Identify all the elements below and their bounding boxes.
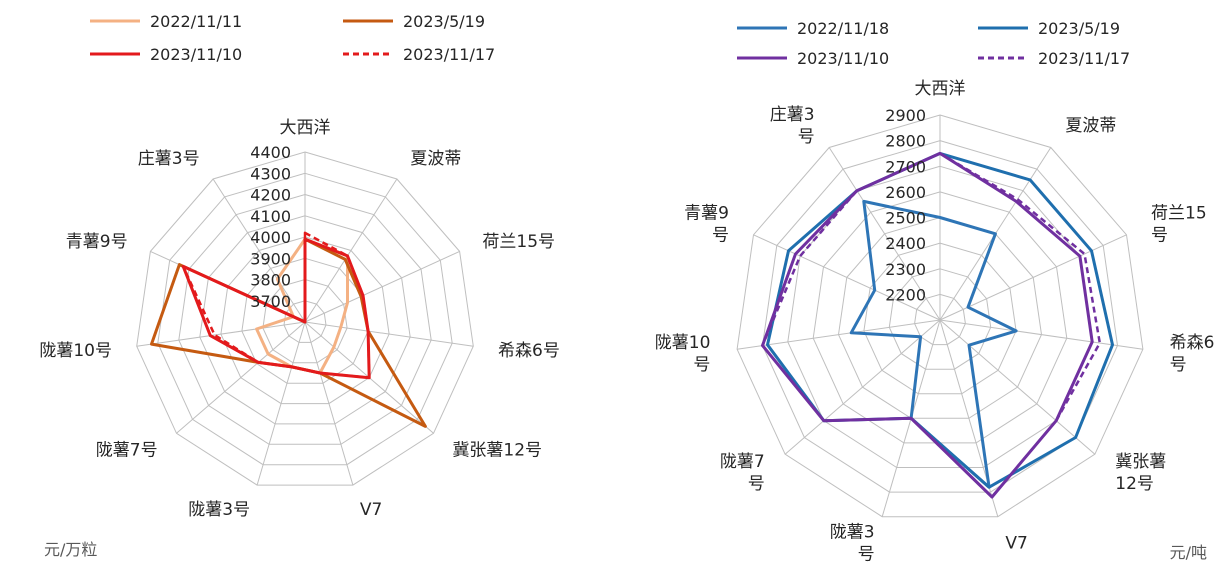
grid-ring bbox=[220, 236, 390, 405]
category-label: 陇薯7号 bbox=[96, 441, 158, 461]
tick-label: 2400 bbox=[885, 234, 926, 253]
grid-spoke bbox=[939, 319, 1096, 455]
radar-chart-2: 2200 2300 2400 2500 2600 2700 2800 2900 大西洋夏波蒂荷兰… bbox=[655, 19, 1215, 565]
category-label: 陇薯3号 bbox=[188, 500, 250, 520]
tick-label: 2200 bbox=[885, 285, 926, 304]
tick-label: 2900 bbox=[885, 106, 926, 125]
unit-label: 元/吨 bbox=[1170, 543, 1207, 562]
grid-spoke bbox=[304, 321, 354, 486]
radar-grid bbox=[736, 114, 1144, 518]
legend-entry: 2023/11/10 bbox=[90, 45, 242, 64]
grid-ring bbox=[888, 268, 992, 370]
category-label: V7 bbox=[360, 500, 382, 520]
grid-ring bbox=[262, 278, 348, 364]
grid-spoke bbox=[737, 319, 941, 350]
legend-label: 2023/11/17 bbox=[403, 45, 495, 64]
grid-ring bbox=[761, 140, 1119, 493]
legend-entry: 2023/11/17 bbox=[978, 49, 1130, 68]
category-label: 庄薯3号 bbox=[138, 149, 200, 169]
grid-spoke bbox=[304, 178, 398, 323]
tick-label: 2600 bbox=[885, 183, 926, 202]
grid-spoke bbox=[939, 319, 1143, 350]
category-label: V7 bbox=[1005, 534, 1027, 554]
grid-spoke bbox=[753, 234, 941, 321]
category-label: 夏波蒂 bbox=[410, 149, 461, 169]
legend-label: 2022/11/11 bbox=[150, 12, 242, 31]
tick-label: 3900 bbox=[250, 249, 291, 268]
category-label: 陇薯10号 bbox=[39, 341, 112, 361]
legend-entry: 2023/11/17 bbox=[343, 45, 495, 64]
unit-label: 元/万粒 bbox=[44, 540, 97, 559]
grid-spoke bbox=[784, 319, 941, 455]
tick-label: 2800 bbox=[885, 132, 926, 151]
category-label: 大西洋 bbox=[915, 79, 966, 99]
tick-label: 2500 bbox=[885, 209, 926, 228]
grid-ring bbox=[914, 293, 966, 346]
grid-ring bbox=[199, 215, 411, 425]
category-label: 荷兰15号 bbox=[482, 232, 555, 252]
category-label: 希森6号 bbox=[498, 341, 560, 361]
legend-entry: 2023/5/19 bbox=[978, 19, 1120, 38]
category-label: 夏波蒂 bbox=[1065, 116, 1116, 136]
grid-ring bbox=[178, 193, 432, 445]
legend-entry: 2023/5/19 bbox=[343, 12, 485, 31]
series-line-2 bbox=[766, 151, 1114, 489]
series-line-4 bbox=[761, 152, 1102, 499]
tick-label: 4300 bbox=[250, 164, 291, 183]
legend-entry: 2023/11/10 bbox=[737, 49, 889, 68]
grid-ring bbox=[136, 151, 474, 486]
tick-label: 4400 bbox=[250, 143, 291, 162]
tick-label: 3800 bbox=[250, 271, 291, 290]
category-label: 大西洋 bbox=[280, 118, 331, 138]
series-line-4 bbox=[181, 231, 371, 379]
tick-label: 3700 bbox=[250, 292, 291, 311]
category-label: 青薯9号 bbox=[66, 232, 128, 252]
legend-entry: 2022/11/18 bbox=[737, 19, 889, 38]
grid-spoke bbox=[212, 178, 306, 323]
legend-label: 2023/5/19 bbox=[1038, 19, 1120, 38]
grid-spoke bbox=[304, 250, 460, 323]
legend-entry: 2022/11/11 bbox=[90, 12, 242, 31]
grid-ring bbox=[157, 172, 453, 466]
grid-ring bbox=[736, 114, 1144, 518]
tick-label: 4000 bbox=[250, 228, 291, 247]
grid-spoke bbox=[939, 234, 1127, 321]
grid-ring bbox=[283, 300, 327, 343]
grid-spoke bbox=[136, 321, 306, 347]
legend-label: 2023/11/10 bbox=[150, 45, 242, 64]
tick-label: 4200 bbox=[250, 186, 291, 205]
legend-label: 2023/5/19 bbox=[403, 12, 485, 31]
tick-label: 2300 bbox=[885, 260, 926, 279]
grid-spoke bbox=[304, 321, 474, 347]
tick-label: 4100 bbox=[250, 207, 291, 226]
legend-label: 2022/11/18 bbox=[797, 19, 889, 38]
grid-spoke bbox=[176, 321, 306, 434]
tick-label: 2700 bbox=[885, 157, 926, 176]
grid-spoke bbox=[256, 321, 306, 486]
legend-label: 2023/11/10 bbox=[797, 49, 889, 68]
legend-label: 2023/11/17 bbox=[1038, 49, 1130, 68]
category-label: 冀张薯12号 bbox=[452, 441, 542, 461]
grid-ring bbox=[837, 216, 1043, 419]
grid-spoke bbox=[828, 147, 941, 321]
radar-chart-1: 3700 3800 3900 4000 4100 4200 4300 4400 大西洋夏波蒂荷兰… bbox=[39, 12, 559, 559]
